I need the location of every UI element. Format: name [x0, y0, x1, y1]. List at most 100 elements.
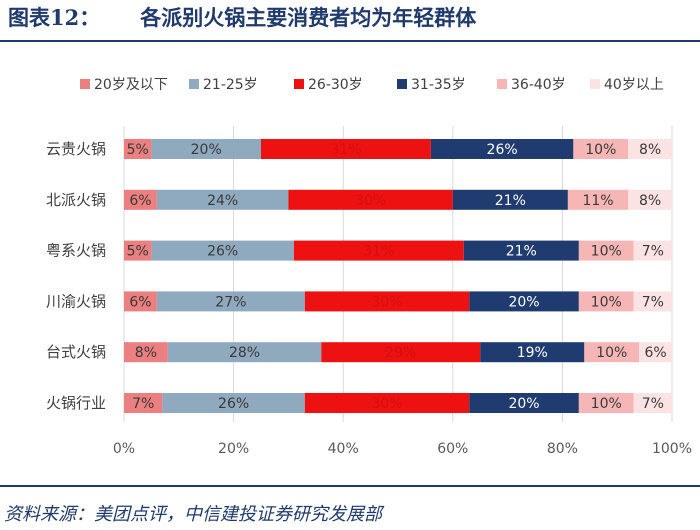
- data-label: 20%: [191, 142, 222, 158]
- data-label: 8%: [639, 193, 661, 209]
- category-label: 川渝火锅: [46, 292, 106, 310]
- bar-segment: [151, 139, 261, 159]
- bar-segment: [628, 139, 672, 159]
- data-label: 6%: [129, 294, 151, 310]
- data-label: 6%: [129, 193, 151, 209]
- legend: 20岁及以下 21-25岁 26-30岁 31-35岁 36-40岁 40岁以上: [80, 77, 664, 93]
- bar-segment: [469, 393, 579, 413]
- header-rule: [0, 40, 700, 42]
- bar-segment: [151, 240, 294, 261]
- bar-segment: [578, 240, 634, 261]
- bar-segment: [261, 139, 431, 159]
- legend-label: 31-35岁: [411, 77, 466, 93]
- category-label: 火锅行业: [46, 394, 106, 412]
- data-label: 30%: [371, 294, 402, 310]
- data-label: 30%: [371, 396, 402, 412]
- legend-label: 36-40岁: [511, 77, 566, 93]
- category-label: 粤系火锅: [46, 242, 106, 260]
- legend-label: 40岁以上: [604, 77, 664, 93]
- bar-segment: [124, 189, 157, 210]
- legend-swatch: [189, 79, 199, 89]
- bar-segment: [293, 240, 464, 261]
- legend-label: 21-25岁: [203, 77, 258, 93]
- data-label: 10%: [596, 345, 627, 361]
- data-label: 10%: [591, 396, 622, 412]
- data-label: 21%: [495, 193, 526, 209]
- source-note: 资料来源：美团点评，中信建投证券研究发展部: [4, 504, 382, 525]
- data-label: 27%: [215, 294, 246, 310]
- category-label: 云贵火锅: [46, 140, 106, 158]
- bar-segment: [573, 139, 629, 159]
- x-tick-label: 40%: [328, 441, 359, 457]
- bar-segment: [156, 189, 289, 210]
- bars: 5% 20% 31% 26% 10% 8% 6% 24% 30% 21% 11% 8% 5% 26% 31%…: [124, 139, 672, 413]
- data-label: 11%: [582, 193, 613, 209]
- data-label: 26%: [207, 244, 238, 260]
- bar-segment: [469, 291, 579, 312]
- data-label: 7%: [132, 396, 154, 412]
- bar-segment: [480, 342, 585, 363]
- x-tick-label: 100%: [652, 441, 692, 457]
- data-label: 8%: [639, 142, 661, 158]
- bar-segment: [584, 342, 640, 363]
- legend-swatch: [397, 79, 407, 89]
- data-label: 24%: [207, 193, 238, 209]
- legend-label: 26-30岁: [308, 77, 363, 93]
- bar-segment: [124, 291, 157, 312]
- gridlines: [123, 126, 673, 422]
- bar-segment: [633, 393, 672, 413]
- data-label: 5%: [127, 142, 149, 158]
- bar-segment: [167, 342, 322, 363]
- figure-title: 图表12： 各派别火锅主要消费者均为年轻群体: [8, 4, 476, 32]
- x-tick-label: 20%: [218, 441, 249, 457]
- bar-segment: [628, 189, 672, 210]
- figure-number: 图表12：: [8, 5, 101, 30]
- bar-segment: [567, 189, 629, 210]
- bar-segment: [124, 342, 168, 363]
- bar-segment: [430, 139, 574, 159]
- data-label: 20%: [508, 396, 539, 412]
- data-label: 7%: [642, 294, 664, 310]
- data-label: 30%: [355, 193, 386, 209]
- category-label: 台式火锅: [46, 343, 106, 361]
- bar-segment: [304, 393, 470, 413]
- data-label: 5%: [127, 244, 149, 260]
- bar-segment: [321, 342, 481, 363]
- data-label: 28%: [229, 345, 260, 361]
- bar-segment: [124, 393, 163, 413]
- category-label: 北派火锅: [46, 191, 106, 209]
- bar-segment: [156, 291, 305, 312]
- bar-segment: [304, 291, 470, 312]
- data-label: 10%: [585, 142, 616, 158]
- bar-segment: [452, 189, 568, 210]
- data-label: 6%: [644, 345, 666, 361]
- data-label: 29%: [385, 345, 416, 361]
- x-axis-ticks: 0% 20% 40% 60% 80% 100%: [113, 441, 692, 457]
- legend-swatch: [80, 79, 90, 89]
- data-label: 7%: [642, 244, 664, 260]
- x-tick-label: 0%: [113, 441, 135, 457]
- data-label: 10%: [591, 244, 622, 260]
- bar-segment: [633, 240, 672, 261]
- figure-title-text: 各派别火锅主要消费者均为年轻群体: [140, 6, 477, 30]
- x-tick-label: 80%: [547, 441, 578, 457]
- legend-label: 20岁及以下: [94, 77, 168, 93]
- data-label: 7%: [642, 396, 664, 412]
- data-label: 20%: [508, 294, 539, 310]
- bar-segment: [633, 291, 672, 312]
- bar-segment: [162, 393, 305, 413]
- bar-segment: [639, 342, 672, 363]
- footer-rule: [0, 485, 700, 487]
- data-label: 26%: [487, 142, 518, 158]
- bar-segment: [463, 240, 579, 261]
- bar-segment: [124, 139, 152, 159]
- legend-swatch: [497, 79, 507, 89]
- data-label: 31%: [330, 142, 361, 158]
- bar-segment: [288, 189, 453, 210]
- bar-segment: [124, 240, 152, 261]
- bar-segment: [578, 291, 634, 312]
- data-label: 8%: [135, 345, 157, 361]
- data-label: 19%: [517, 345, 548, 361]
- data-label: 26%: [218, 396, 249, 412]
